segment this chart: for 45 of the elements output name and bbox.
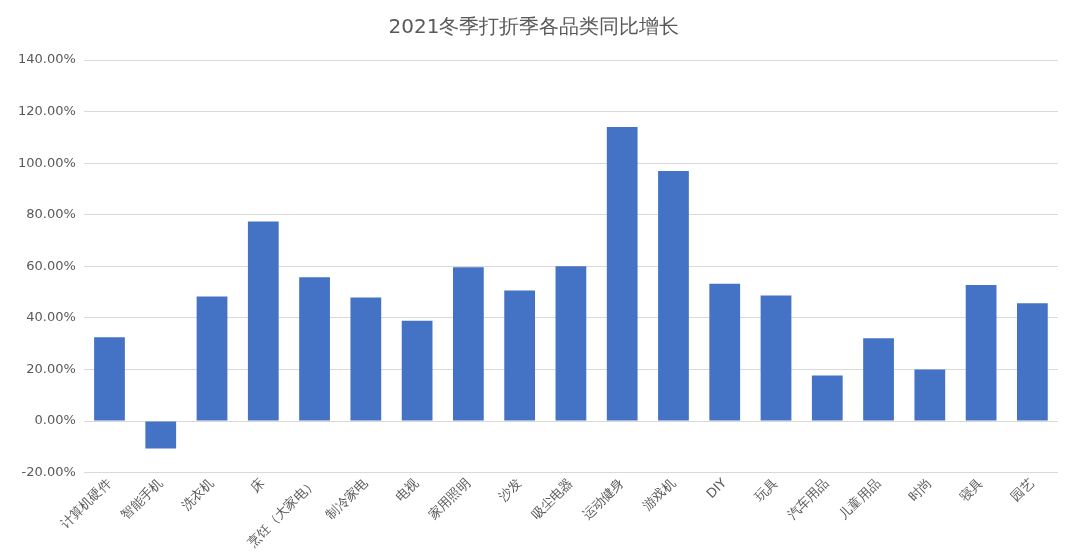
x-tick-label: 电视 xyxy=(392,475,422,505)
x-tick-label: 家用照明 xyxy=(425,475,473,523)
x-tick-label: 沙发 xyxy=(495,475,525,505)
y-tick-label: 100.00% xyxy=(18,154,76,170)
x-tick-label: 玩具 xyxy=(751,475,781,505)
y-tick-label: 40.00% xyxy=(26,309,76,325)
bar xyxy=(760,295,792,421)
bar xyxy=(1016,303,1048,421)
bar xyxy=(350,297,382,421)
x-tick-label: 制冷家电 xyxy=(322,475,371,523)
bar xyxy=(401,320,433,421)
x-tick-label: 游戏机 xyxy=(639,475,678,514)
x-tick-label: 洗衣机 xyxy=(178,475,217,514)
bar xyxy=(914,369,946,421)
x-tick-label: 运动健身 xyxy=(579,475,627,523)
bar xyxy=(658,170,689,421)
bar xyxy=(811,375,843,421)
x-tick-label: 寝具 xyxy=(956,475,986,505)
bar xyxy=(504,290,536,421)
y-tick-label: 140.00% xyxy=(18,51,76,67)
x-tick-label: 吸尘电器 xyxy=(528,475,576,523)
bar xyxy=(247,221,279,421)
x-tick-label: 床 xyxy=(248,475,268,495)
bar xyxy=(299,277,330,421)
y-tick-label: 120.00% xyxy=(18,102,76,118)
bar xyxy=(965,284,997,421)
y-tick-label: 80.00% xyxy=(26,206,76,222)
bar xyxy=(145,421,177,449)
bar xyxy=(606,127,638,421)
y-tick-label: 0.00% xyxy=(34,412,76,428)
bar xyxy=(196,296,228,421)
x-tick-label: 时尚 xyxy=(905,475,935,505)
x-tick-label: DIY xyxy=(703,475,730,502)
bar xyxy=(863,338,894,421)
y-tick-label: 20.00% xyxy=(26,360,76,376)
chart-title: 2021冬季打折季各品类同比增长 xyxy=(388,14,680,39)
x-tick-label: 儿童用品 xyxy=(835,475,884,523)
x-tick-label: 智能手机 xyxy=(117,475,166,523)
bar xyxy=(453,267,484,421)
bar xyxy=(555,266,587,421)
bar xyxy=(94,337,125,421)
bar xyxy=(709,283,741,421)
y-tick-label: 60.00% xyxy=(26,257,76,273)
x-tick-label: 园艺 xyxy=(1007,475,1037,505)
x-tick-label: 汽车用品 xyxy=(784,475,832,523)
